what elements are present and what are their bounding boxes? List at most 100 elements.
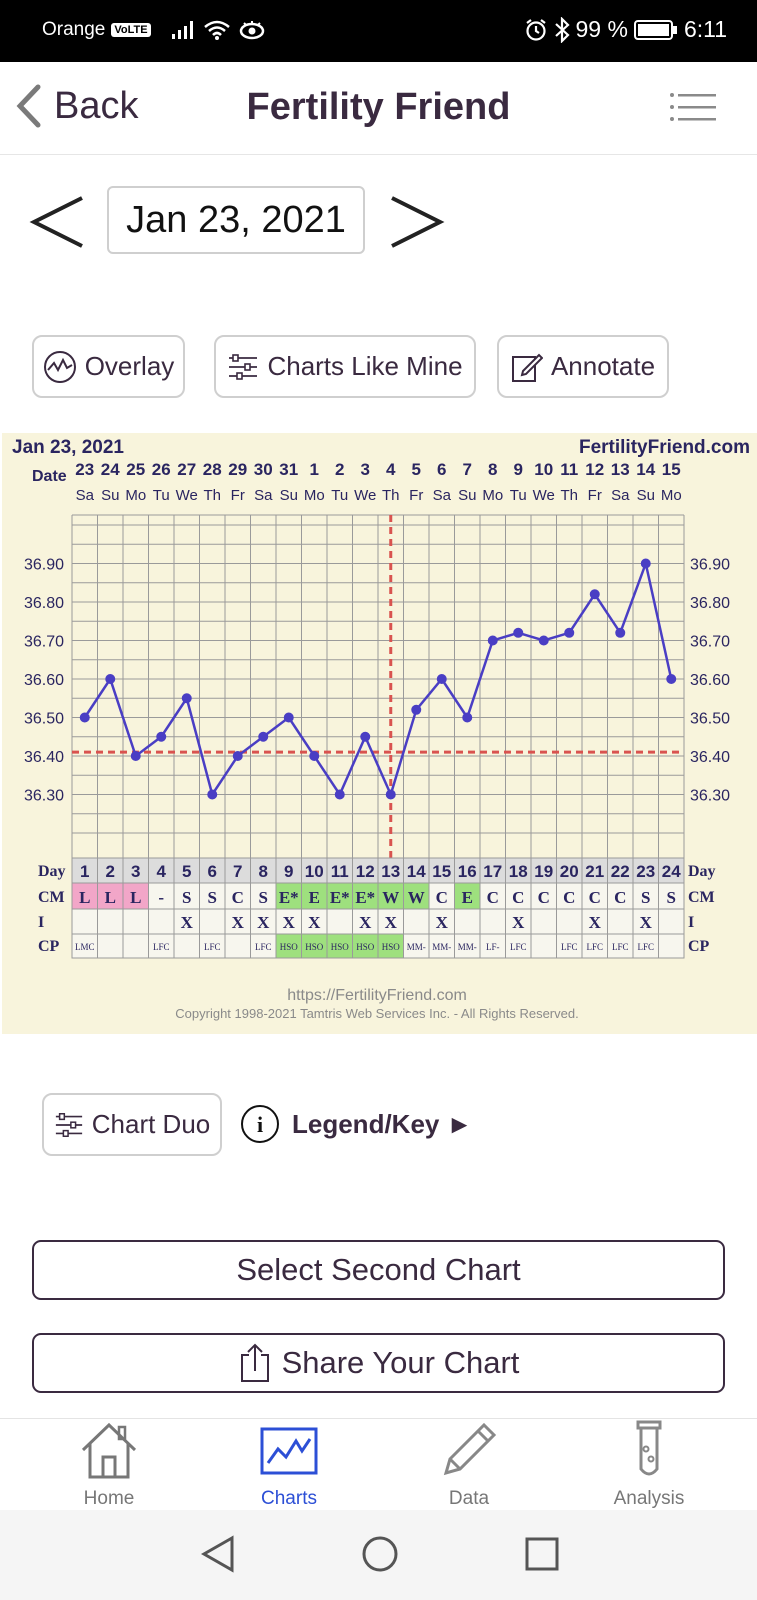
tab-home[interactable]: Home — [34, 1419, 184, 1510]
temperature-line — [83, 559, 673, 799]
previous-day-button[interactable] — [28, 192, 86, 257]
day-cell-text: 24 — [662, 862, 681, 881]
svg-text:i: i — [257, 1112, 263, 1137]
date-field[interactable]: Jan 23, 2021 — [107, 186, 365, 254]
square-recents-icon — [525, 1537, 559, 1571]
day-cell-text: 14 — [407, 862, 426, 881]
cm-cell-text: L — [79, 888, 90, 907]
next-day-button[interactable] — [388, 192, 446, 257]
menu-button[interactable] — [669, 92, 717, 127]
info-icon: i — [241, 1105, 279, 1143]
cm-cell-text: E* — [279, 888, 299, 907]
date-label: 27 — [177, 460, 196, 479]
day-cell-text: 16 — [458, 862, 477, 881]
overlay-button[interactable]: Overlay — [32, 335, 185, 398]
weekday-label: We — [354, 487, 376, 504]
cp-cell-text: HSO — [280, 942, 299, 952]
tab-charts[interactable]: Charts — [214, 1419, 364, 1510]
temperature-point — [258, 731, 269, 742]
cm-cell — [454, 882, 481, 910]
date-label: 25 — [126, 460, 145, 479]
back-button[interactable]: Back — [16, 84, 138, 128]
tab-data[interactable]: Data — [394, 1419, 544, 1510]
intercourse-cell — [479, 908, 506, 935]
weekday-label: Th — [560, 487, 578, 504]
cp-cell-text: HSO — [382, 942, 401, 952]
weekday-label: Th — [203, 487, 221, 504]
intercourse-row-label-right: I — [688, 914, 694, 931]
day-cell — [122, 857, 149, 884]
annotate-button[interactable]: Annotate — [497, 335, 669, 398]
temperature-point — [462, 712, 473, 723]
edit-note-icon — [511, 353, 543, 382]
select-second-chart-button[interactable]: Select Second Chart — [32, 1240, 725, 1300]
temperature-point — [564, 627, 575, 638]
select-second-chart-label: Select Second Chart — [236, 1252, 521, 1287]
y-tick-left: 36.90 — [24, 557, 64, 574]
date-label: 10 — [534, 460, 553, 479]
weekday-label: Sa — [433, 487, 452, 504]
legend-key-link[interactable]: i Legend/Key ► — [240, 1104, 472, 1144]
day-cell — [224, 857, 251, 884]
share-chart-button[interactable]: Share Your Chart — [32, 1333, 725, 1393]
date-row-label: Date — [32, 468, 67, 485]
day-cell — [505, 857, 532, 884]
cm-cell — [658, 882, 685, 910]
intercourse-cell — [607, 908, 634, 935]
day-cell — [454, 857, 481, 884]
intercourse-cell — [301, 908, 328, 935]
day-cell-text: 4 — [157, 862, 167, 881]
chevron-right-icon — [391, 196, 445, 248]
day-cell-text: 1 — [80, 862, 89, 881]
chart-footer-url: https://FertilityFriend.com — [287, 987, 467, 1004]
weekday-label: Sa — [76, 487, 95, 504]
date-label: 3 — [361, 460, 370, 479]
triangle-back-icon — [200, 1535, 234, 1573]
chart-site-title: FertilityFriend.com — [579, 437, 750, 458]
y-tick-right: 36.90 — [690, 557, 730, 574]
date-label: 23 — [75, 460, 94, 479]
date-label: 4 — [386, 460, 396, 479]
cp-cell — [556, 933, 583, 959]
y-tick-left: 36.60 — [24, 672, 64, 689]
cm-cell-text: W — [408, 888, 425, 907]
wifi-icon — [203, 20, 230, 40]
cp-cell-text: LFC — [510, 942, 527, 952]
temperature-point — [79, 712, 90, 723]
system-home-button[interactable] — [360, 1534, 400, 1579]
cp-cell — [250, 933, 277, 959]
cm-cell — [479, 882, 506, 910]
temperature-point — [589, 589, 600, 600]
cp-cell — [658, 933, 685, 959]
cm-cell-text: - — [158, 888, 164, 907]
day-cell-text: 9 — [284, 862, 293, 881]
battery-percent: 99 % — [575, 16, 628, 42]
intercourse-cell — [71, 908, 98, 935]
chart-duo-button[interactable]: Chart Duo — [42, 1093, 222, 1156]
intercourse-cell — [148, 908, 175, 935]
test-tube-icon — [636, 1420, 662, 1476]
system-back-button[interactable] — [200, 1534, 236, 1579]
intercourse-row-label: I — [38, 914, 44, 931]
date-label: 31 — [279, 460, 298, 479]
cp-cell — [71, 933, 98, 959]
date-label: 9 — [514, 460, 523, 479]
cm-row-label: CM — [38, 889, 65, 906]
cp-cell-text: LFC — [561, 942, 578, 952]
tab-analysis[interactable]: Analysis — [574, 1419, 724, 1510]
weekday-label: Tu — [153, 487, 170, 504]
clock: 6:11 — [683, 16, 727, 42]
tab-data-label: Data — [448, 1488, 490, 1509]
y-tick-left: 36.30 — [24, 788, 64, 805]
cp-cell — [454, 933, 481, 959]
intercourse-cell-text: X — [359, 913, 372, 932]
cm-cell-text: S — [208, 888, 217, 907]
cp-cell — [607, 933, 634, 959]
charts-like-mine-button[interactable]: Charts Like Mine — [214, 335, 476, 398]
cm-cell — [505, 882, 532, 910]
sliders-icon — [55, 1112, 82, 1137]
system-recents-button[interactable] — [522, 1534, 562, 1579]
temperature-point — [309, 751, 320, 761]
date-label: 2 — [335, 460, 344, 479]
